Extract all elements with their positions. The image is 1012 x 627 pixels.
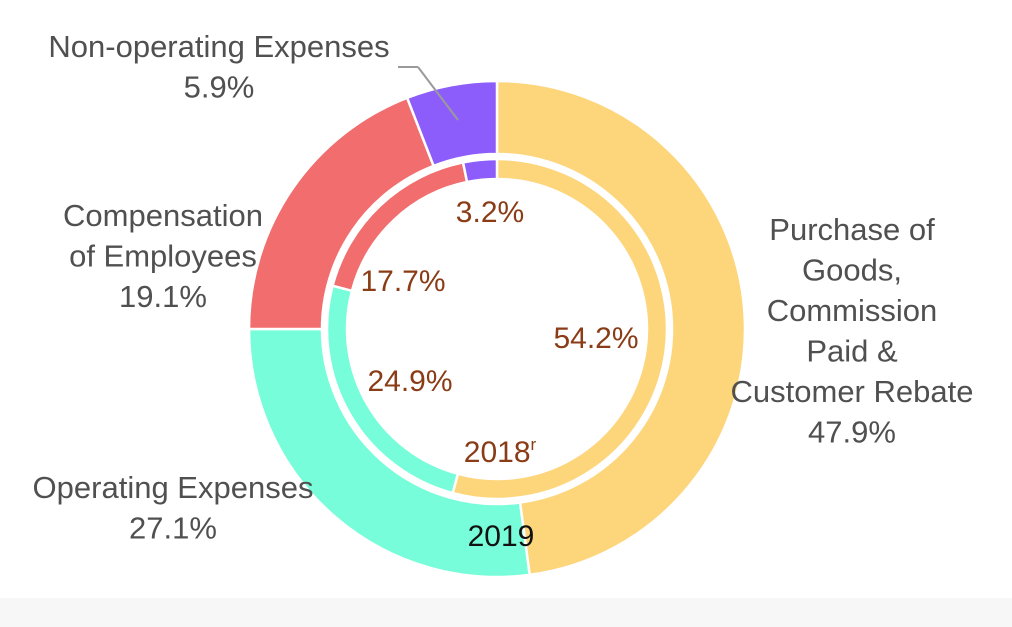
outer-category-label-2-line-0: Compensation: [63, 198, 263, 233]
donut-chart: Purchase of Goods, Commission Paid & Custome…: [33, 29, 974, 579]
inner-ring-2018: [325, 157, 669, 501]
outer-slice-0: [495, 79, 747, 577]
outer-category-label-0-line-4: Customer Rebate: [731, 374, 974, 409]
outer-category-label-0-line-1: Goods,: [802, 253, 902, 288]
outer-ring-2019: [247, 79, 747, 579]
outer-label-1: Operating Expenses 27.1%: [33, 470, 314, 546]
year-label-2019: 2019: [468, 520, 535, 553]
outer-category-label-1-line-0: Operating Expenses: [33, 470, 314, 505]
outer-slice-1: [247, 327, 532, 579]
inner-value-label-1: 24.9%: [367, 365, 452, 398]
outer-category-label-2-line-1: of Employees: [69, 239, 257, 274]
outer-value-label-3: 5.9%: [184, 70, 255, 105]
outer-label-3: Non-operating Expenses 5.9%: [48, 29, 389, 105]
outer-label-2: Compensation of Employees 19.1%: [63, 198, 263, 314]
leader-line-non-operating-elbow: [417, 66, 459, 121]
inner-value-label-0: 54.2%: [553, 322, 638, 355]
inner-labels: 54.2% 24.9% 17.7% 3.2%: [360, 196, 638, 398]
bottom-band: [0, 598, 1012, 627]
outer-category-label-0-line-3: Paid &: [806, 334, 898, 369]
inner-slice-3: [461, 157, 499, 184]
year-label-2018-text: 2018: [464, 436, 531, 469]
outer-label-0: Purchase of Goods, Commission Paid & Custome…: [731, 212, 974, 450]
outer-category-label-0-line-2: Commission: [767, 293, 938, 328]
outer-slice-3: [405, 79, 499, 168]
year-label-2018-sup: r: [531, 435, 537, 454]
outer-category-label-3-line-0: Non-operating Expenses: [48, 29, 389, 64]
outer-category-label-0-line-0: Purchase of: [769, 212, 935, 247]
year-label-2018: 2018r: [464, 435, 537, 469]
outer-value-label-0: 47.9%: [808, 415, 896, 450]
outer-labels: Purchase of Goods, Commission Paid & Custome…: [33, 29, 974, 546]
inner-value-label-2: 17.7%: [360, 265, 445, 298]
outer-value-label-1: 27.1%: [129, 511, 217, 546]
inner-value-label-3: 3.2%: [456, 196, 524, 229]
outer-value-label-2: 19.1%: [119, 279, 207, 314]
